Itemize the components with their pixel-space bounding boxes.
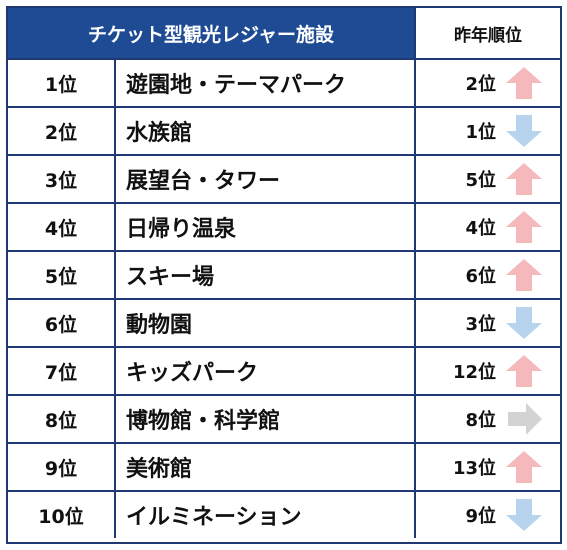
trend-up-arrow-icon xyxy=(506,259,542,291)
header-title: チケット型観光レジャー施設 xyxy=(8,8,416,58)
table-row: 7位 キッズパーク 12位 xyxy=(8,346,560,394)
prev-rank-cell: 5位 xyxy=(416,156,560,202)
table-row: 4位 日帰り温泉 4位 xyxy=(8,202,560,250)
rank-cell: 2位 xyxy=(8,108,116,154)
trend-down-arrow-icon xyxy=(506,499,542,531)
table-row: 3位 展望台・タワー 5位 xyxy=(8,154,560,202)
facility-name-cell: 水族館 xyxy=(116,108,416,154)
table-row: 9位 美術館 13位 xyxy=(8,442,560,490)
facility-name-cell: 遊園地・テーマパーク xyxy=(116,60,416,106)
facility-name-cell: イルミネーション xyxy=(116,492,416,538)
facility-name-cell: 美術館 xyxy=(116,444,416,490)
trend-down-arrow-icon xyxy=(506,307,542,339)
rank-cell: 10位 xyxy=(8,492,116,538)
table-row: 6位 動物園 3位 xyxy=(8,298,560,346)
facility-name-cell: 日帰り温泉 xyxy=(116,204,416,250)
trend-same-arrow-icon xyxy=(508,403,542,435)
rank-cell: 1位 xyxy=(8,60,116,106)
table-header: チケット型観光レジャー施設 昨年順位 xyxy=(8,8,560,58)
trend-down-arrow-icon xyxy=(506,115,542,147)
prev-rank-cell: 1位 xyxy=(416,108,560,154)
prev-rank-cell: 2位 xyxy=(416,60,560,106)
facility-name-cell: スキー場 xyxy=(116,252,416,298)
prev-rank-cell: 13位 xyxy=(416,444,560,490)
rank-cell: 4位 xyxy=(8,204,116,250)
table-row: 5位 スキー場 6位 xyxy=(8,250,560,298)
trend-up-arrow-icon xyxy=(506,67,542,99)
rank-cell: 7位 xyxy=(8,348,116,394)
prev-rank-value: 13位 xyxy=(452,458,496,479)
prev-rank-cell: 6位 xyxy=(416,252,560,298)
facility-name-cell: キッズパーク xyxy=(116,348,416,394)
facility-name-cell: 博物館・科学館 xyxy=(116,396,416,442)
table-row: 8位 博物館・科学館 8位 xyxy=(8,394,560,442)
prev-rank-cell: 9位 xyxy=(416,492,560,538)
table-row: 2位 水族館 1位 xyxy=(8,106,560,154)
table-row: 1位 遊園地・テーマパーク 2位 xyxy=(8,58,560,106)
rank-cell: 5位 xyxy=(8,252,116,298)
facility-name-cell: 動物園 xyxy=(116,300,416,346)
rank-cell: 6位 xyxy=(8,300,116,346)
prev-rank-value: 3位 xyxy=(465,314,496,335)
prev-rank-value: 4位 xyxy=(465,218,496,239)
prev-rank-value: 8位 xyxy=(465,410,496,431)
trend-up-arrow-icon xyxy=(506,355,542,387)
prev-rank-value: 1位 xyxy=(465,122,496,143)
prev-rank-value: 2位 xyxy=(465,74,496,95)
rank-cell: 9位 xyxy=(8,444,116,490)
ranking-table: チケット型観光レジャー施設 昨年順位 1位 遊園地・テーマパーク 2位 2位 水族館 1位… xyxy=(6,6,562,544)
trend-up-arrow-icon xyxy=(506,451,542,483)
prev-rank-value: 9位 xyxy=(465,506,496,527)
prev-rank-cell: 12位 xyxy=(416,348,560,394)
prev-rank-cell: 4位 xyxy=(416,204,560,250)
prev-rank-value: 5位 xyxy=(465,170,496,191)
trend-up-arrow-icon xyxy=(506,211,542,243)
trend-up-arrow-icon xyxy=(506,163,542,195)
rank-cell: 3位 xyxy=(8,156,116,202)
prev-rank-cell: 8位 xyxy=(416,396,560,442)
prev-rank-value: 12位 xyxy=(452,362,496,383)
rank-cell: 8位 xyxy=(8,396,116,442)
table-row: 10位 イルミネーション 9位 xyxy=(8,490,560,538)
header-prev-rank: 昨年順位 xyxy=(454,25,522,46)
prev-rank-cell: 3位 xyxy=(416,300,560,346)
facility-name-cell: 展望台・タワー xyxy=(116,156,416,202)
prev-rank-value: 6位 xyxy=(465,266,496,287)
